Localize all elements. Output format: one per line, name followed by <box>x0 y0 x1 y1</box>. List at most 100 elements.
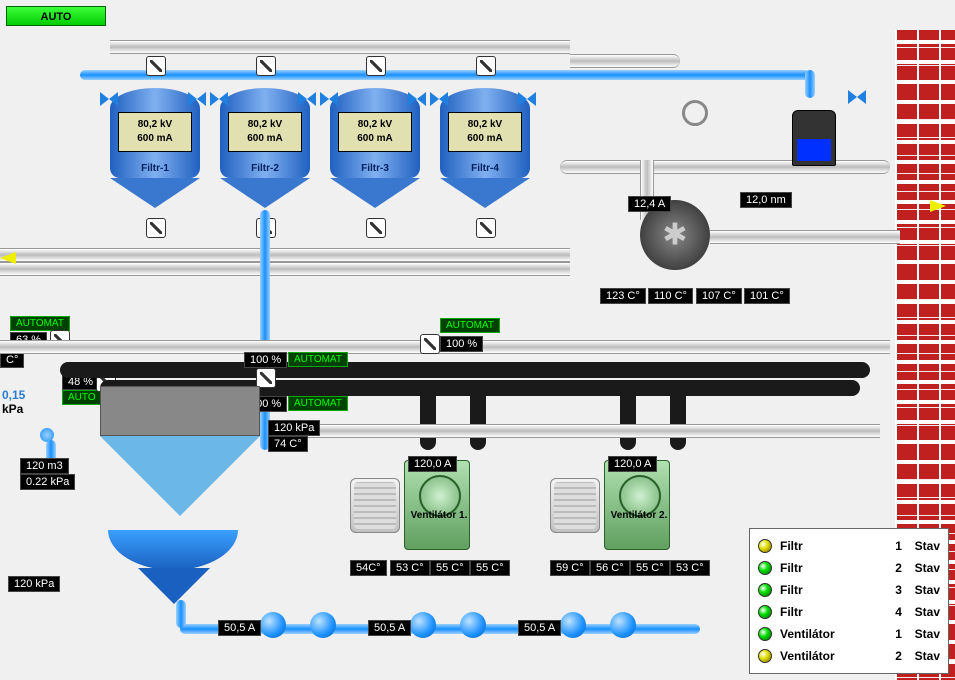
status-row-5: Ventilátor 1 Stav <box>758 623 940 645</box>
filter-2[interactable]: 80,2 kV 600 mA Filtr-2 <box>220 88 310 218</box>
comp-temp-4: 101 C° <box>744 288 790 304</box>
vent2-t4: 53 C° <box>670 560 710 576</box>
pipe-manifold2 <box>0 262 570 276</box>
automat-c: AUTOMAT <box>440 318 500 333</box>
status-name-1: Filtr <box>780 539 883 553</box>
filter-2-name: Filtr-2 <box>220 163 310 174</box>
filter-2-ma: 600 mA <box>247 133 283 144</box>
filter-1-kv: 80,2 kV <box>138 119 172 130</box>
led-filter-1-icon <box>758 539 772 553</box>
pct100-a: 100 % <box>244 352 287 368</box>
pressure-unit: kPa <box>2 402 23 416</box>
valve-f3b[interactable] <box>408 92 426 106</box>
flow-arrow-left-icon <box>0 252 16 264</box>
valve-f3a[interactable] <box>320 92 338 106</box>
bot-valve-1-icon[interactable] <box>146 218 166 238</box>
led-filter-3-icon <box>758 583 772 597</box>
bottom-a1: 50,5 A <box>218 620 261 636</box>
compressor-current: 12,4 A <box>628 196 671 212</box>
mode-auto-button[interactable]: AUTO <box>6 6 106 26</box>
auto-small: AUTO <box>62 390 102 405</box>
led-filter-2-icon <box>758 561 772 575</box>
pipe-dark-d1 <box>420 380 436 450</box>
filter-1-name: Filtr-1 <box>110 163 200 174</box>
bottom-a2: 50,5 A <box>368 620 411 636</box>
bowl-cone-icon <box>138 568 210 604</box>
top-valve-1-icon[interactable] <box>146 56 166 76</box>
pipe-blue-header <box>80 70 810 80</box>
pipe-dark-d3 <box>620 380 636 450</box>
vent1-t3: 55 C° <box>430 560 470 576</box>
status-stav-1: Stav <box>915 539 940 553</box>
vent2-t1: 59 C° <box>550 560 590 576</box>
flow-arrow-right-icon <box>930 200 946 212</box>
filter-3-ma: 600 mA <box>357 133 393 144</box>
status-stav-6: Stav <box>915 649 940 663</box>
vent-2-label: Ventilátor 2. <box>610 510 668 521</box>
motor-1-icon <box>350 478 400 533</box>
pressure-022: 0.22 kPa <box>20 474 75 490</box>
bot-valve-3-icon[interactable] <box>366 218 386 238</box>
c-left: C° <box>0 352 24 368</box>
pipe-to-comp <box>560 160 890 174</box>
status-row-3: Filtr 3 Stav <box>758 579 940 601</box>
filter-2-kv: 80,2 kV <box>248 119 282 130</box>
filter-3[interactable]: 80,2 kV600 mA Filtr-3 <box>330 88 420 218</box>
bottom-a3: 50,5 A <box>518 620 561 636</box>
top-valve-2-icon[interactable] <box>256 56 276 76</box>
led-vent-2-icon <box>758 649 772 663</box>
status-name-6: Ventilátor <box>780 649 883 663</box>
pipe-dark-d2 <box>470 380 486 450</box>
motor-2-icon <box>550 478 600 533</box>
filter-4[interactable]: 80,2 kV 600 mA Filtr-4 <box>440 88 530 218</box>
valve-mid-c-icon[interactable] <box>420 334 440 354</box>
valve-mid-a-icon[interactable] <box>256 368 276 388</box>
valve-f2a[interactable] <box>210 92 228 106</box>
vent-1-label: Ventilátor 1. <box>410 510 468 521</box>
pct100-c: 100 % <box>440 336 483 352</box>
valve-f2b[interactable] <box>298 92 316 106</box>
blue-tank-icon <box>792 110 836 166</box>
bowl-icon <box>108 530 238 570</box>
comp-temp-2: 110 C° <box>648 288 693 304</box>
led-filter-4-icon <box>758 605 772 619</box>
bot-valve-4-icon[interactable] <box>476 218 496 238</box>
valve-f4a[interactable] <box>430 92 448 106</box>
filter-1[interactable]: 80,2 kV600 mA Filtr-1 <box>110 88 200 218</box>
vent-body-1-icon <box>404 460 470 550</box>
status-name-4: Filtr <box>780 605 883 619</box>
pipe-top-b <box>570 54 680 68</box>
compressor-distance: 12,0 nm <box>740 192 792 208</box>
pipe-top <box>110 40 570 54</box>
pipe-blue-h2 <box>805 70 815 98</box>
status-row-1: Filtr 1 Stav <box>758 535 940 557</box>
valve-f4b[interactable] <box>518 92 536 106</box>
status-num-3: 3 <box>891 583 907 597</box>
vent2-current: 120,0 A <box>608 456 657 472</box>
filter-4-kv: 80,2 kV <box>468 119 502 130</box>
filter-4-ma: 600 mA <box>467 133 503 144</box>
top-valve-4-icon[interactable] <box>476 56 496 76</box>
led-vent-1-icon <box>758 627 772 641</box>
status-stav-5: Stav <box>915 627 940 641</box>
pipe-manifold <box>0 248 570 262</box>
status-num-6: 2 <box>891 649 907 663</box>
valve-bluetank[interactable] <box>848 90 866 104</box>
status-num-2: 2 <box>891 561 907 575</box>
top-valve-3-icon[interactable] <box>366 56 386 76</box>
hopper-icon <box>100 386 260 516</box>
comp-temp-3: 107 C° <box>696 288 742 304</box>
pipe-mid2 <box>270 424 880 438</box>
comp-temp-1: 123 C° <box>600 288 646 304</box>
status-num-1: 1 <box>891 539 907 553</box>
status-num-4: 4 <box>891 605 907 619</box>
status-row-4: Filtr 4 Stav <box>758 601 940 623</box>
valve-f1a[interactable] <box>100 92 118 106</box>
filter-3-name: Filtr-3 <box>330 163 420 174</box>
bump-2-icon <box>310 612 336 638</box>
status-stav-4: Stav <box>915 605 940 619</box>
vent1-current: 120,0 A <box>408 456 457 472</box>
filter-4-name: Filtr-4 <box>440 163 530 174</box>
pressure-bottom: 120 kPa <box>8 576 60 592</box>
valve-f1b[interactable] <box>188 92 206 106</box>
